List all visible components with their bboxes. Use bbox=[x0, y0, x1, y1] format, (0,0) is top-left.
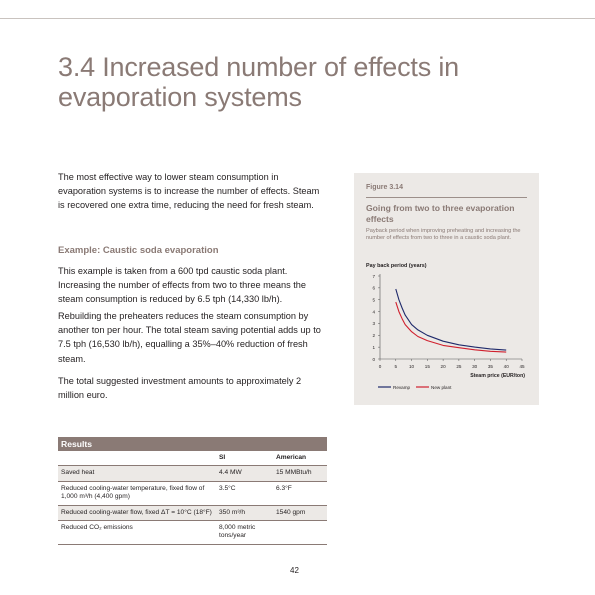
figure-subtitle: Payback period when improving preheating… bbox=[366, 228, 521, 242]
table-row: Saved heat 4.4 MW 15 MMBtu/h bbox=[58, 466, 327, 482]
table-cell-american: 1540 gpm bbox=[276, 508, 306, 516]
figure-panel: Figure 3.14 Going from two to three evap… bbox=[354, 173, 539, 405]
table-row: Reduced cooling-water flow, fixed ΔT = 1… bbox=[58, 505, 327, 522]
example-paragraph: This example is taken from a 600 tpd cau… bbox=[58, 266, 307, 305]
table-cell-si: 3.5°C bbox=[219, 484, 236, 492]
table-cell-label: Reduced cooling-water flow, fixed ΔT = 1… bbox=[61, 508, 212, 516]
table-header-si: SI bbox=[219, 454, 226, 461]
table-cell-label: Reduced cooling-water temperature, fixed… bbox=[61, 484, 205, 501]
x-tick-label: 15 bbox=[425, 364, 431, 369]
table-row: Reduced cooling-water temperature, fixed… bbox=[58, 482, 327, 506]
table-cell-american bbox=[276, 521, 327, 527]
table-cell-si: 4.4 MW bbox=[219, 469, 242, 477]
series-line-revamp bbox=[395, 288, 507, 351]
y-tick-label: 2 bbox=[372, 333, 375, 338]
example-subheading: Example: Caustic soda evaporation bbox=[58, 245, 219, 256]
y-tick-label: 3 bbox=[372, 321, 375, 326]
y-tick-label: 5 bbox=[372, 298, 375, 303]
y-tick-label: 0 bbox=[372, 357, 375, 362]
table-body: Saved heat 4.4 MW 15 MMBtu/h Reduced coolin… bbox=[58, 466, 327, 545]
x-tick-label: 10 bbox=[409, 364, 415, 369]
figure-number: Figure 3.14 bbox=[366, 184, 403, 191]
table-cell-label: Saved heat bbox=[61, 469, 95, 477]
x-tick-label: 20 bbox=[441, 364, 447, 369]
table-cell-label: Reduced CO₂ emissions bbox=[61, 524, 133, 532]
page-title: 3.4 Increased number of effects in evapo… bbox=[58, 52, 459, 112]
table-header-american: American bbox=[276, 454, 307, 461]
x-axis-label: Steam price (EUR/ton) bbox=[470, 373, 525, 379]
y-axis-label: Pay back period (years) bbox=[366, 263, 427, 269]
figure-rule bbox=[366, 197, 527, 198]
table-header-row: SI American bbox=[58, 451, 327, 467]
y-tick-label: 6 bbox=[372, 286, 375, 291]
table-header-label bbox=[58, 451, 219, 457]
legend-label: New plant bbox=[431, 385, 452, 390]
table-row: Reduced CO₂ emissions 8,000 metric tons/y… bbox=[58, 521, 327, 545]
table-cell-si: 350 m³/h bbox=[219, 508, 246, 516]
y-tick-label: 1 bbox=[372, 345, 375, 350]
y-tick-label: 7 bbox=[372, 274, 375, 279]
table-cell-american: 15 MMBtu/h bbox=[276, 469, 312, 477]
x-tick-label: 25 bbox=[456, 364, 462, 369]
page-number: 42 bbox=[290, 566, 299, 575]
x-tick-label: 0 bbox=[379, 364, 382, 369]
table-cell-si: 8,000 metric tons/year bbox=[219, 524, 256, 540]
y-tick-label: 4 bbox=[372, 309, 375, 314]
legend-label: Revamp bbox=[393, 385, 411, 390]
x-tick-label: 5 bbox=[394, 364, 397, 369]
x-tick-label: 35 bbox=[488, 364, 494, 369]
figure-title: Going from two to three evaporation effe… bbox=[366, 203, 515, 224]
x-tick-label: 45 bbox=[519, 364, 525, 369]
preheater-paragraph: Rebuilding the preheaters reduces the st… bbox=[58, 311, 321, 364]
intro-paragraph: The most effective way to lower steam co… bbox=[58, 172, 320, 211]
x-tick-label: 30 bbox=[472, 364, 478, 369]
x-tick-label: 40 bbox=[504, 364, 510, 369]
investment-paragraph: The total suggested investment amounts t… bbox=[58, 376, 302, 401]
results-table-title: Results bbox=[58, 437, 327, 451]
series-line-new-plant bbox=[395, 301, 507, 353]
table-cell-american: 6.3°F bbox=[276, 484, 292, 492]
top-rule bbox=[0, 18, 595, 19]
results-table: Results SI American Saved heat 4.4 MW 15 M… bbox=[58, 437, 327, 545]
